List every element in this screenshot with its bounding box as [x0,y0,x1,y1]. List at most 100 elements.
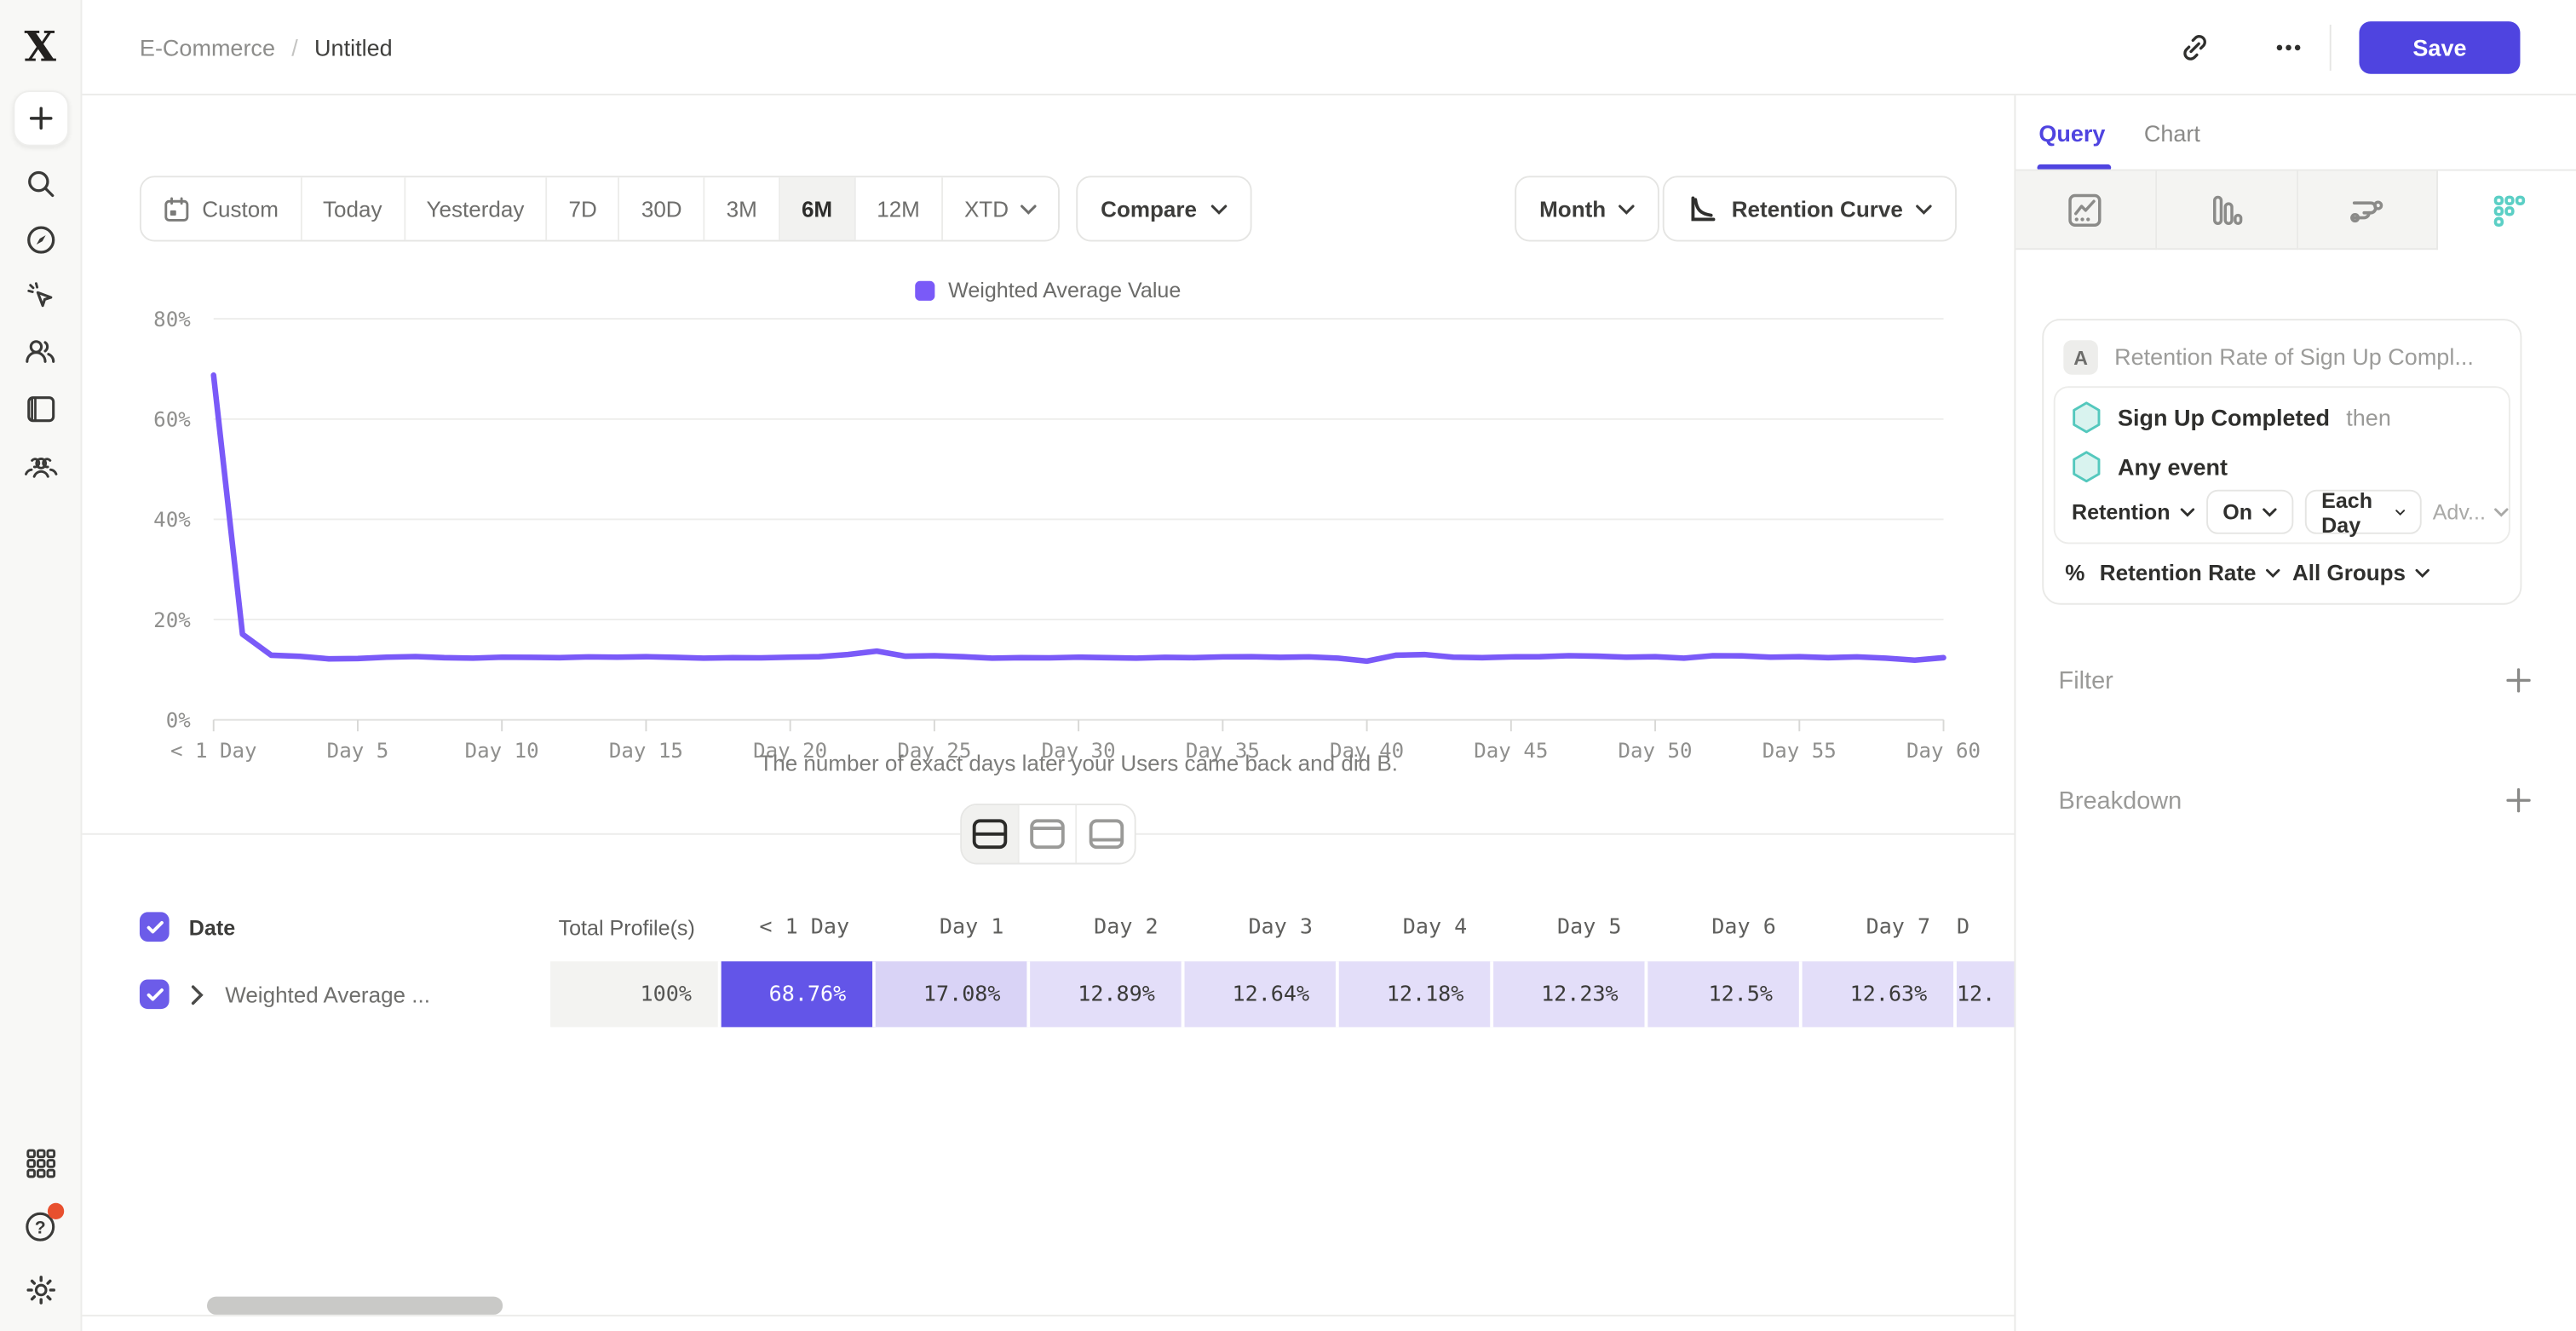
x-axis-tick-label: Day 55 [1762,739,1837,763]
events-nav-button[interactable] [22,278,58,314]
retention-series-line[interactable] [210,372,1946,665]
column-header: Total Profile(s) [558,914,695,940]
date-range-3m[interactable]: 3M [704,177,780,240]
cell-day5[interactable]: 12.23% [1493,961,1648,1028]
breadcrumb-project[interactable]: E-Commerce [139,34,275,61]
compare-button[interactable]: Compare [1076,176,1251,242]
date-range-label: Custom [202,196,279,222]
on-label: On [2222,499,2253,525]
breadcrumb-page-title[interactable]: Untitled [314,34,393,61]
left-sidebar: X [0,0,83,1331]
gear-icon [26,1276,55,1305]
step-title[interactable]: Retention Rate of Sign Up Compl... [2114,343,2474,370]
cell-day6[interactable]: 12.5% [1647,961,1803,1028]
groups-dropdown[interactable]: All Groups [2292,561,2430,585]
horizontal-scrollbar-thumb[interactable] [207,1296,503,1315]
column-header: Day 3 [1248,914,1313,940]
column-header: Day 4 [1402,914,1468,940]
row-expander-chevron[interactable] [186,982,209,1005]
report-insights-button[interactable] [2015,170,2157,251]
boards-nav-button[interactable] [22,391,58,427]
cell-day8-clipped[interactable]: 12. [1956,961,2015,1028]
report-main-area: Custom Today Yesterday 7D 30D 3M 6M 12M … [82,95,2015,1331]
measure-row: % Retention Rate All Groups [2065,561,2430,585]
date-range-xtd[interactable]: XTD [942,177,1058,240]
step-badge: A [2063,340,2098,375]
advanced-dropdown[interactable]: Adv... [2433,499,2509,524]
layout-table-view-button[interactable] [1077,805,1135,863]
discover-nav-button[interactable] [22,222,58,257]
settings-nav-button[interactable] [22,1272,58,1308]
date-range-today[interactable]: Today [301,177,405,240]
copy-link-button[interactable] [2165,18,2224,77]
create-button[interactable] [12,90,69,147]
mixpanel-logo-icon[interactable]: X [24,22,56,70]
check-icon [146,920,163,933]
x-axis-tick-label: Day 50 [1619,739,1693,763]
granularity-dropdown[interactable]: Month [1515,176,1660,242]
more-options-button[interactable] [2259,18,2318,77]
report-flows-button[interactable] [2297,170,2439,251]
tab-query[interactable]: Query [2038,118,2106,146]
date-range-label: 7D [568,196,597,222]
x-axis-tick-label: Day 35 [1186,739,1260,763]
date-range-6m-selected[interactable]: 6M [779,177,856,240]
cursor-click-icon [26,282,52,308]
date-range-custom[interactable]: Custom [141,177,302,240]
table-row: Weighted Average ... 100% 68.76% 17.08% … [139,961,2015,1028]
column-header-clipped: D [1956,914,1970,940]
row-checkbox[interactable] [139,979,170,1010]
users-nav-button[interactable] [22,334,58,370]
chevron-right-icon [191,984,204,1005]
save-button[interactable]: Save [2359,21,2521,74]
search-nav-button[interactable] [22,166,58,202]
date-range-yesterday[interactable]: Yesterday [405,177,548,240]
add-filter-button[interactable] [2504,666,2533,695]
report-funnels-button[interactable] [2156,170,2298,251]
date-range-7d[interactable]: 7D [547,177,620,240]
x-axis-tick-label: Day 40 [1330,739,1404,763]
chevron-down-icon [2395,509,2405,516]
tab-chart[interactable]: Chart [2143,118,2200,146]
people-group-icon [24,458,57,478]
column-header: Day 7 [1866,914,1931,940]
layout-chart-view-button[interactable] [1019,805,1078,863]
chart-canvas[interactable]: 80% 60% 40% 20% 0% < 1 Day Day 5 Day 10 Day 15 Da… [82,308,2014,778]
date-range-label: 30D [641,196,682,222]
x-axis-tick-label: Day 30 [1042,739,1116,763]
cell-day4[interactable]: 12.18% [1338,961,1494,1028]
event-block: Sign Up Completed then Any event Retenti… [2053,386,2510,544]
cell-total-profiles[interactable]: 100% [550,961,722,1028]
compass-icon [26,226,55,254]
retention-on-dropdown[interactable]: On [2206,489,2294,534]
return-event-row[interactable]: Any event [2072,450,2228,483]
date-range-12m[interactable]: 12M [855,177,943,240]
date-range-label: Yesterday [426,196,525,222]
cell-day7[interactable]: 12.63% [1802,961,1957,1028]
select-all-checkbox[interactable] [139,912,170,942]
first-event-row[interactable]: Sign Up Completed then [2072,401,2391,435]
retention-icon [2493,195,2525,228]
add-breakdown-button[interactable] [2504,786,2533,815]
x-axis-tick-label: Day 10 [465,739,539,763]
measure-dropdown[interactable]: Retention Rate [2100,561,2281,585]
apps-nav-button[interactable] [22,1145,58,1181]
cell-day2[interactable]: 12.89% [1030,961,1185,1028]
report-retention-button[interactable] [2438,170,2576,251]
chart-type-dropdown[interactable]: Retention Curve [1662,176,1958,242]
measure-label: Retention Rate [2099,560,2257,585]
chart-legend: Weighted Average Value [82,278,2014,302]
cell-day0[interactable]: 68.76% [721,961,876,1028]
date-range-30d[interactable]: 30D [619,177,705,240]
cell-day3[interactable]: 12.64% [1184,961,1339,1028]
percent-icon: % [2065,560,2085,585]
cell-day1[interactable]: 17.08% [875,961,1031,1028]
layout-split-view-button[interactable] [962,805,1020,863]
cohorts-nav-button[interactable] [22,449,58,485]
help-button[interactable]: ? [22,1202,64,1244]
retention-type-dropdown[interactable]: Retention [2072,499,2195,524]
retention-line-chart[interactable]: 80% 60% 40% 20% 0% < 1 Day Day 5 Day 10 Day 15 Da… [82,308,2014,778]
retention-interval-dropdown[interactable]: Each Day [2304,487,2422,537]
horizontal-scrollbar-track [82,1314,2015,1317]
plus-icon [28,107,52,130]
